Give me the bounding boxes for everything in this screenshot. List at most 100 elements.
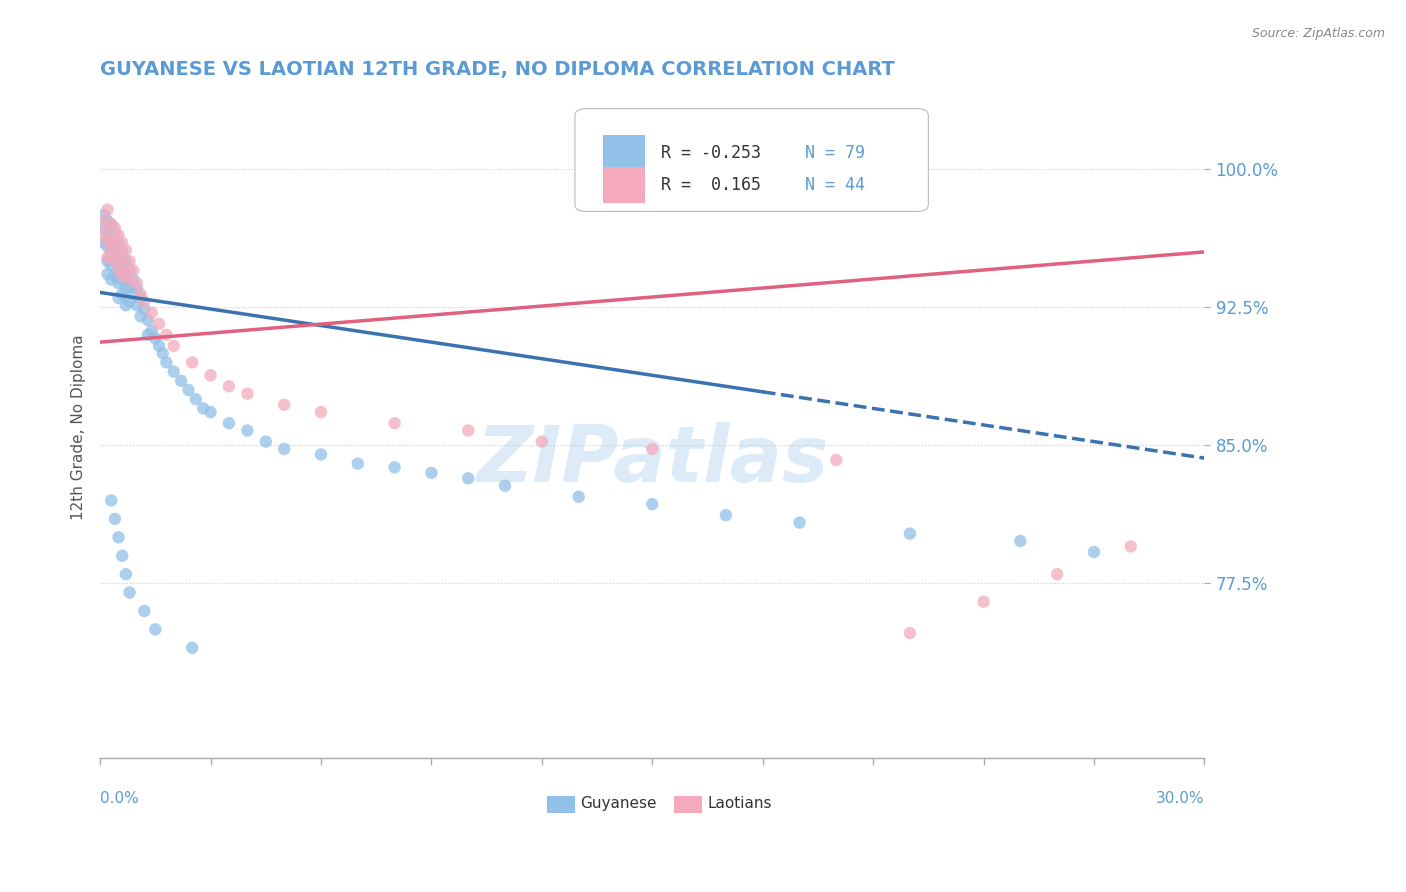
Point <box>155 327 177 342</box>
Point <box>420 466 443 480</box>
Point <box>107 244 129 259</box>
Point <box>93 235 115 250</box>
Point <box>714 508 737 523</box>
Point <box>100 244 122 259</box>
Point <box>193 401 215 416</box>
Point <box>825 453 848 467</box>
Point <box>96 235 118 250</box>
Point <box>111 268 134 283</box>
Point <box>107 251 129 265</box>
Point <box>152 346 174 360</box>
Point <box>107 530 129 544</box>
Point <box>107 263 129 277</box>
Point <box>125 282 148 296</box>
Text: 30.0%: 30.0% <box>1156 791 1205 806</box>
Point <box>181 640 204 655</box>
Point <box>100 272 122 286</box>
Point <box>143 623 166 637</box>
Point <box>641 442 664 456</box>
Bar <box>603 135 644 171</box>
Bar <box>547 796 575 813</box>
Point <box>96 213 118 227</box>
Point <box>273 398 295 412</box>
Point <box>309 405 332 419</box>
Point <box>1010 533 1032 548</box>
Point <box>96 202 118 217</box>
Point <box>155 355 177 369</box>
Point <box>104 254 127 268</box>
Text: ZIPatlas: ZIPatlas <box>477 422 828 498</box>
Point <box>163 365 186 379</box>
Text: Laotians: Laotians <box>707 797 772 812</box>
Text: Source: ZipAtlas.com: Source: ZipAtlas.com <box>1251 27 1385 40</box>
Point <box>96 267 118 281</box>
Bar <box>603 167 644 203</box>
Point <box>115 263 138 277</box>
Point <box>96 254 118 268</box>
Point <box>111 272 134 286</box>
Point <box>104 268 127 283</box>
Point <box>104 221 127 235</box>
Point <box>93 208 115 222</box>
Point <box>254 434 277 449</box>
Point <box>122 272 145 286</box>
Point <box>115 282 138 296</box>
Point <box>568 490 591 504</box>
Point <box>1046 567 1069 582</box>
Point <box>100 217 122 231</box>
Point <box>122 287 145 301</box>
Point <box>973 595 995 609</box>
Point <box>898 526 921 541</box>
Point <box>218 416 240 430</box>
Point <box>134 301 156 316</box>
Point <box>104 235 127 250</box>
Point <box>177 383 200 397</box>
Point <box>184 392 207 407</box>
Point <box>273 442 295 456</box>
Point <box>134 294 156 309</box>
Point <box>111 244 134 259</box>
Point <box>134 604 156 618</box>
Point <box>181 355 204 369</box>
Point <box>530 434 553 449</box>
Point <box>100 258 122 272</box>
Point <box>200 405 222 419</box>
Point <box>129 287 152 301</box>
Point <box>96 227 118 241</box>
Point <box>136 327 159 342</box>
Point <box>100 493 122 508</box>
Bar <box>675 796 702 813</box>
Point <box>148 339 170 353</box>
Text: N = 79: N = 79 <box>804 144 865 162</box>
Point <box>104 512 127 526</box>
Point <box>1083 545 1105 559</box>
Point <box>118 585 141 599</box>
Point <box>118 272 141 286</box>
Point <box>100 246 122 260</box>
Point <box>100 232 122 246</box>
Point <box>107 261 129 276</box>
Point <box>96 239 118 253</box>
Point <box>118 263 141 277</box>
Point <box>789 516 811 530</box>
Point <box>111 251 134 265</box>
Text: R =  0.165: R = 0.165 <box>661 176 761 194</box>
Point <box>309 447 332 461</box>
Point <box>457 471 479 485</box>
Point <box>136 313 159 327</box>
Point <box>148 317 170 331</box>
Point <box>93 221 115 235</box>
Point <box>118 254 141 268</box>
Point <box>898 626 921 640</box>
Point <box>346 457 368 471</box>
Point <box>125 298 148 312</box>
Point <box>107 291 129 305</box>
Point <box>141 324 163 338</box>
Point <box>115 268 138 283</box>
FancyBboxPatch shape <box>575 109 928 211</box>
Point <box>104 227 127 241</box>
Point <box>384 460 406 475</box>
Point <box>111 235 134 250</box>
Text: Guyanese: Guyanese <box>581 797 657 812</box>
Point <box>100 217 122 231</box>
